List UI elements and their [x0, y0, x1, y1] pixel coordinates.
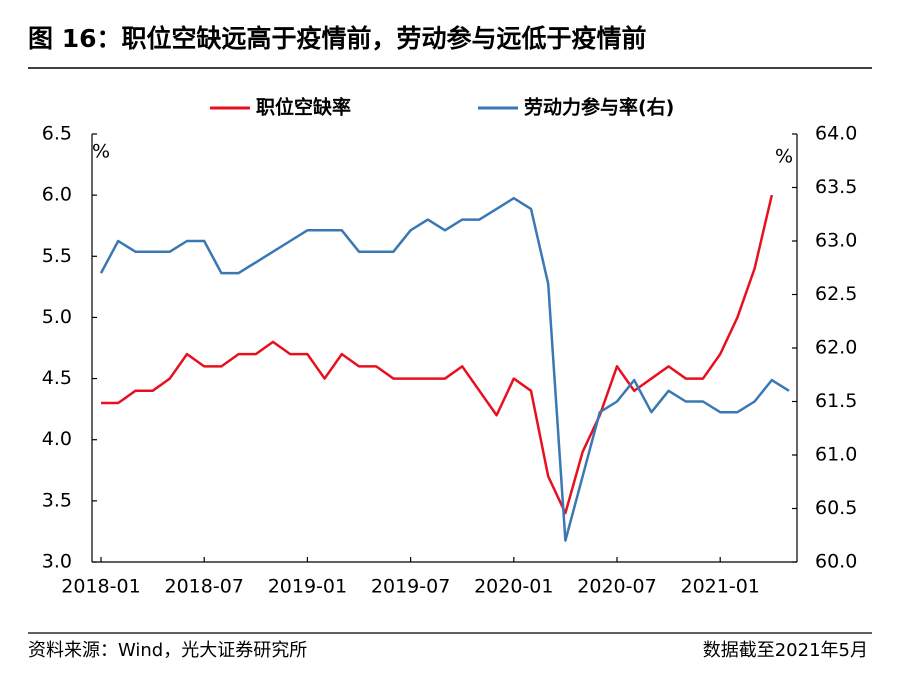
y2-tick-label: 61.5: [815, 390, 857, 412]
y2-tick-label: 61.0: [815, 444, 857, 466]
series-line: [99, 196, 790, 542]
y-tick-label: 3.0: [42, 551, 72, 573]
x-tick-label: 2020-01: [474, 576, 553, 598]
x-tick-label: 2020-07: [577, 576, 656, 598]
y-tick-label: 4.0: [42, 428, 72, 450]
y-tick-label: 3.5: [42, 489, 72, 511]
y-tick-label: 5.0: [42, 306, 72, 328]
y2-tick-label: 63.5: [815, 176, 857, 198]
source: 资料来源：Wind，光大证券研究所: [28, 640, 307, 661]
y2-tick-label: 62.5: [815, 283, 857, 305]
legend-label: 劳动力参与率(右): [524, 96, 674, 119]
x-tick-label: 2018-01: [61, 576, 140, 598]
chart-title: 图 16：职位空缺远高于疫情前，劳动参与远低于疫情前: [28, 24, 647, 53]
y2-tick-label: 62.0: [815, 337, 857, 359]
y-tick-label: 6.0: [42, 184, 72, 206]
y-tick-label: 5.5: [42, 245, 72, 267]
y2-tick-label: 63.0: [815, 230, 857, 252]
x-tick-label: 2019-07: [371, 576, 450, 598]
y-unit: %: [92, 141, 110, 163]
x-tick-label: 2019-01: [268, 576, 347, 598]
y-tick-label: 6.5: [42, 123, 72, 145]
legend-label: 职位空缺率: [256, 96, 351, 119]
x-tick-label: 2021-01: [681, 576, 760, 598]
y-tick-label: 4.5: [42, 367, 72, 389]
x-tick-label: 2018-07: [165, 576, 244, 598]
y2-tick-label: 60.5: [815, 497, 857, 519]
series-line: [101, 194, 774, 515]
y2-tick-label: 60.0: [815, 551, 857, 573]
y2-unit: %: [775, 146, 793, 168]
note: 数据截至2021年5月: [703, 640, 868, 661]
y2-tick-label: 64.0: [815, 123, 857, 145]
